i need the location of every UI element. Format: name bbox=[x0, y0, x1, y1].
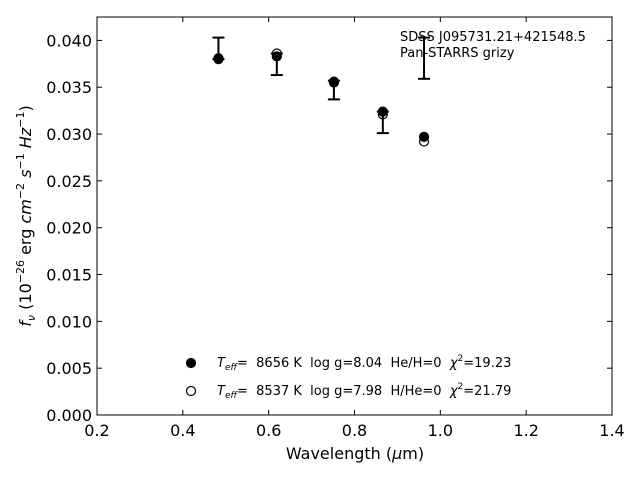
errorbars-layer bbox=[212, 36, 431, 135]
legend-marker-open bbox=[185, 385, 197, 397]
legend-label-filled: Teff= 8656 K log g=8.04 He/H=0 χ2=19.23 bbox=[217, 354, 511, 373]
y-tick-label: 0.020 bbox=[46, 219, 92, 238]
y-tick-label: 0.030 bbox=[46, 125, 92, 144]
model-point-filled bbox=[377, 106, 388, 117]
x-tick-label: 1.4 bbox=[599, 421, 624, 440]
x-tick-label: 1.0 bbox=[428, 421, 453, 440]
y-tick-label: 0.035 bbox=[46, 78, 92, 97]
x-tick-label: 0.6 bbox=[256, 421, 281, 440]
model-point-filled bbox=[213, 53, 224, 64]
model-point-filled bbox=[271, 51, 282, 62]
x-tick-label: 0.4 bbox=[170, 421, 195, 440]
y-tick-label: 0.005 bbox=[46, 359, 92, 378]
legend-marker-filled bbox=[185, 357, 197, 369]
x-tick-label: 1.2 bbox=[513, 421, 538, 440]
points-layer bbox=[213, 48, 430, 147]
legend-item-open: Teff= 8537 K log g=7.98 H/He=0 χ2=21.79 bbox=[185, 382, 511, 401]
y-tick-label: 0.025 bbox=[46, 172, 92, 191]
ticks-layer: 0.2 0.4 0.6 0.8 1.0 1.2 1.4 0.000 0.005 0.010 0.01… bbox=[46, 17, 625, 440]
y-tick-label: 0.000 bbox=[46, 406, 92, 425]
y-tick-label: 0.010 bbox=[46, 312, 92, 331]
legend-item-filled: Teff= 8656 K log g=8.04 He/H=0 χ2=19.23 bbox=[185, 354, 511, 373]
annotation-object: SDSS J095731.21+421548.5 bbox=[400, 30, 586, 45]
legend: Teff= 8656 K log g=8.04 He/H=0 χ2=19.23 … bbox=[185, 354, 511, 401]
x-tick-label: 0.2 bbox=[84, 421, 109, 440]
legend-label-open: Teff= 8537 K log g=7.98 H/He=0 χ2=21.79 bbox=[217, 382, 511, 401]
y-tick-label: 0.015 bbox=[46, 266, 92, 285]
y-axis-label: fν (10−26 erg cm−2 s−1 Hz−1) bbox=[14, 105, 38, 326]
annotation-survey: Pan-STARRS grizy bbox=[400, 46, 515, 61]
x-axis-label: Wavelength (μm) bbox=[286, 444, 424, 463]
model-point-filled bbox=[328, 76, 339, 87]
y-tick-label: 0.040 bbox=[46, 31, 92, 50]
x-tick-label: 0.8 bbox=[342, 421, 367, 440]
model-point-filled bbox=[418, 131, 430, 142]
